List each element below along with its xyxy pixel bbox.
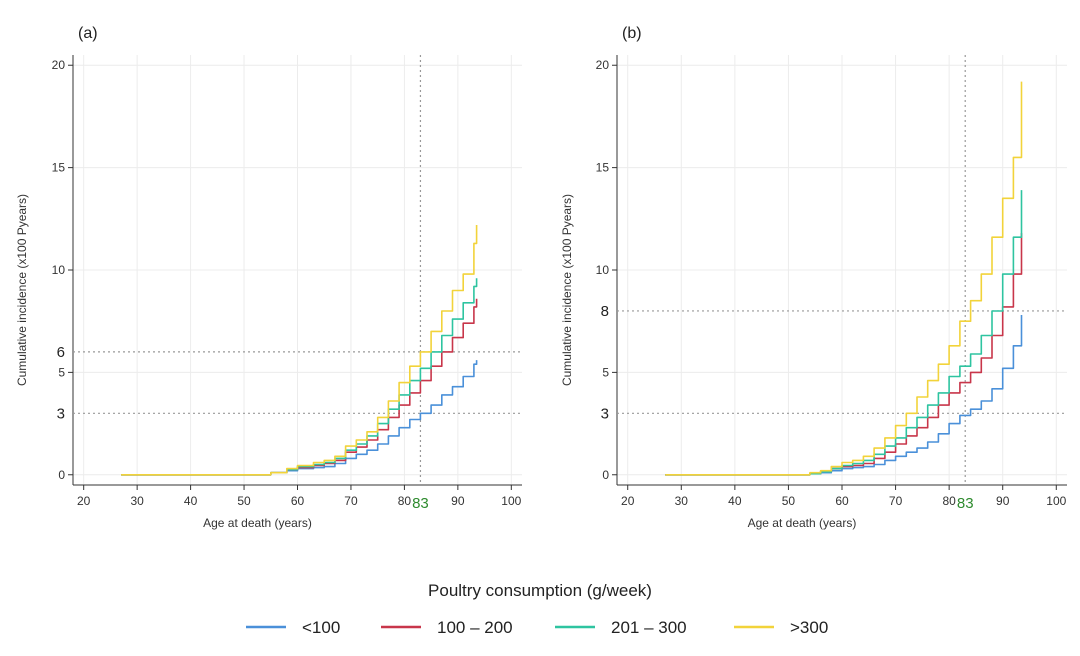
legend-item: 201 – 300	[555, 618, 687, 637]
series-line-3	[121, 278, 478, 476]
reference-line-label: 6	[57, 344, 65, 361]
reference-line-label: 8	[601, 303, 609, 320]
series-line-2	[121, 298, 478, 476]
y-tick-label: 0	[58, 468, 65, 482]
x-axis-title: Age at death (years)	[748, 516, 857, 530]
y-tick-label: 20	[52, 58, 66, 72]
y-tick-label: 5	[58, 365, 65, 379]
legend-item: 100 – 200	[381, 618, 513, 637]
chart-panel-a: (a) 20 30 40 50 60 70 80 90 100 0 5 10 15 20 Age at dea…	[15, 25, 522, 530]
series-line-4	[665, 81, 1023, 476]
y-tick-label: 0	[602, 468, 609, 482]
y-tick-label: 5	[602, 365, 609, 379]
chart-panel-b: (b) 20 30 40 50 60 70 80 90 100 0 5 10 15 20 Age at dea…	[560, 25, 1067, 530]
x-tick-label: 90	[996, 494, 1010, 508]
x-tick-label: 50	[782, 494, 796, 508]
y-tick-label: 15	[52, 161, 66, 175]
x-tick-label: 70	[344, 494, 358, 508]
legend-label: <100	[302, 618, 340, 637]
panel-label: (a)	[78, 25, 98, 42]
y-tick-label: 15	[596, 161, 610, 175]
panel-label: (b)	[622, 25, 642, 42]
y-axis-title: Cumulative incidence (x100 Pyears)	[560, 194, 574, 386]
x-tick-label: 40	[184, 494, 198, 508]
reference-line-label: 83	[957, 495, 974, 512]
x-axis-title: Age at death (years)	[203, 516, 312, 530]
x-tick-label: 20	[77, 494, 91, 508]
x-tick-label: 40	[728, 494, 742, 508]
x-tick-label: 50	[237, 494, 251, 508]
y-axis-title: Cumulative incidence (x100 Pyears)	[15, 194, 29, 386]
x-tick-label: 60	[835, 494, 849, 508]
y-tick-label: 20	[596, 58, 610, 72]
legend-label: 201 – 300	[611, 618, 687, 637]
x-tick-label: 60	[291, 494, 305, 508]
x-tick-label: 100	[1046, 494, 1066, 508]
legend-item: <100	[246, 618, 340, 637]
series-line-2	[665, 233, 1023, 476]
reference-line-label: 83	[412, 495, 429, 512]
series-line-4	[121, 225, 478, 476]
x-tick-label: 80	[942, 494, 956, 508]
x-tick-label: 90	[451, 494, 465, 508]
x-tick-label: 80	[398, 494, 412, 508]
x-tick-label: 30	[130, 494, 144, 508]
legend-label: 100 – 200	[437, 618, 513, 637]
legend: Poultry consumption (g/week) <100 100 – 20…	[246, 581, 828, 637]
series-line-1	[121, 360, 478, 476]
x-tick-label: 30	[675, 494, 689, 508]
legend-title: Poultry consumption (g/week)	[428, 581, 652, 600]
series-line-1	[665, 315, 1023, 476]
x-tick-label: 100	[501, 494, 521, 508]
x-tick-label: 70	[889, 494, 903, 508]
legend-item: >300	[734, 618, 828, 637]
x-tick-label: 20	[621, 494, 635, 508]
y-tick-label: 10	[52, 263, 66, 277]
y-tick-label: 10	[596, 263, 610, 277]
series-line-3	[665, 190, 1023, 476]
reference-line-label: 3	[601, 405, 609, 422]
legend-label: >300	[790, 618, 828, 637]
reference-line-label: 3	[57, 405, 65, 422]
